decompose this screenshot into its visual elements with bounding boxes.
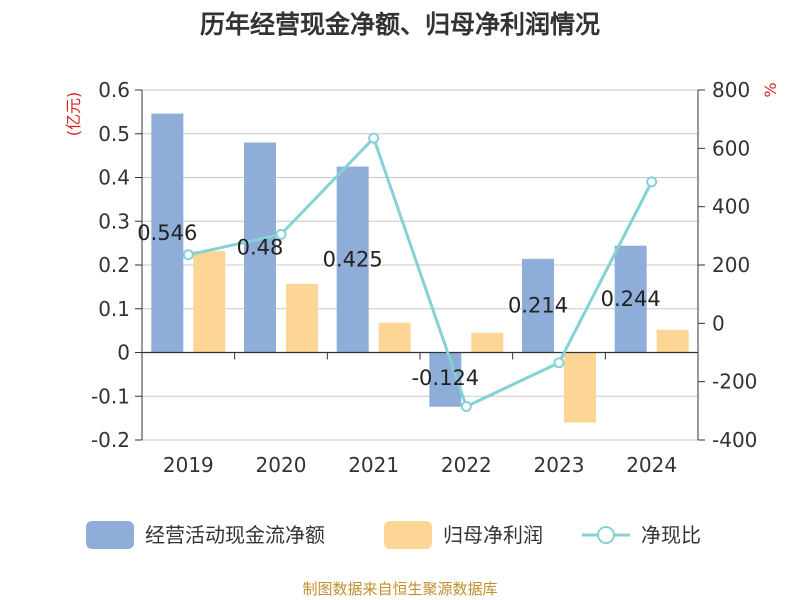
point-cash-ratio (368, 132, 380, 144)
left-axis-tick-label: 0.2 (98, 253, 130, 277)
x-axis-tick-label: 2020 (256, 453, 307, 477)
left-axis-tick-label: 0.6 (98, 78, 130, 102)
data-label-cashflow: 0.425 (323, 248, 383, 272)
bar-layer (151, 113, 689, 423)
bar-cashflow (336, 166, 369, 353)
right-axis-tick-label: 400 (712, 195, 750, 219)
x-axis-tick-label: 2019 (163, 453, 214, 477)
axis-layer: 0.6 0.5 0.4 0.3 0.2 0.1 0 -0.1 -0.2 800 600 400 200 0… (91, 78, 757, 477)
bar-net-profit (656, 329, 689, 353)
right-axis-tick-label: -400 (712, 428, 757, 452)
left-axis-tick-label: 0.5 (98, 122, 130, 146)
legend-label-cash-ratio: 净现比 (641, 523, 701, 547)
bar-net-profit (378, 322, 411, 353)
legend: 经营活动现金流净额 归母净利润 净现比 (86, 521, 701, 549)
data-label-cashflow: -0.124 (411, 366, 479, 390)
data-label-cashflow: 0.546 (137, 221, 197, 245)
left-axis-tick-label: -0.2 (91, 428, 130, 452)
right-axis-tick-label: 200 (712, 253, 750, 277)
left-axis-tick-label: -0.1 (91, 384, 130, 408)
x-axis-tick-label: 2022 (441, 453, 492, 477)
left-axis-unit: (亿元) (64, 92, 83, 137)
chart-title: 历年经营现金净额、归母净利润情况 (200, 10, 600, 39)
left-axis-tick-label: 0.4 (98, 166, 130, 190)
right-axis-tick-label: 600 (712, 136, 750, 160)
legend-label-net-profit: 归母净利润 (443, 523, 543, 547)
legend-marker-cash-ratio (597, 526, 615, 544)
legend-item-cash-ratio[interactable]: 净现比 (582, 523, 701, 547)
point-cash-ratio (646, 176, 658, 188)
left-axis-tick-label: 0 (117, 341, 130, 365)
right-axis-tick-label: 800 (712, 78, 750, 102)
label-layer: 0.546 0.48 0.425 -0.124 0.214 0.244 (137, 221, 660, 390)
bar-net-profit (471, 332, 504, 353)
data-label-cashflow: 0.48 (237, 236, 284, 260)
x-axis-tick-label: 2023 (534, 453, 585, 477)
bar-net-profit (564, 352, 596, 423)
right-axis-unit: % (761, 82, 780, 97)
bar-cashflow (151, 113, 184, 353)
legend-item-cashflow[interactable]: 经营活动现金流净额 (86, 521, 325, 549)
line-layer (182, 132, 658, 412)
left-axis-tick-label: 0.1 (98, 297, 130, 321)
data-label-cashflow: 0.244 (601, 287, 661, 311)
point-cash-ratio (275, 228, 287, 240)
source-note: 制图数据来自恒生聚源数据库 (302, 580, 497, 598)
bar-cashflow (614, 245, 647, 353)
right-axis-tick-label: 0 (712, 311, 725, 335)
left-axis-tick-label: 0.3 (98, 209, 130, 233)
point-cash-ratio (553, 357, 565, 369)
legend-item-net-profit[interactable]: 归母净利润 (384, 521, 543, 549)
legend-label-cashflow: 经营活动现金流净额 (145, 523, 325, 547)
right-axis-tick-label: -200 (712, 370, 757, 394)
bar-cashflow (522, 258, 554, 353)
legend-swatch-cashflow (86, 521, 134, 549)
bar-cashflow (244, 142, 276, 353)
legend-swatch-net-profit (384, 521, 432, 549)
x-axis-tick-label: 2024 (626, 453, 677, 477)
bar-net-profit (286, 283, 318, 353)
x-axis-tick-label: 2021 (348, 453, 399, 477)
point-cash-ratio (460, 400, 472, 412)
data-label-cashflow: 0.214 (508, 294, 568, 318)
line-cash-ratio (188, 136, 654, 408)
point-cash-ratio (182, 249, 194, 261)
bar-net-profit (193, 251, 226, 353)
